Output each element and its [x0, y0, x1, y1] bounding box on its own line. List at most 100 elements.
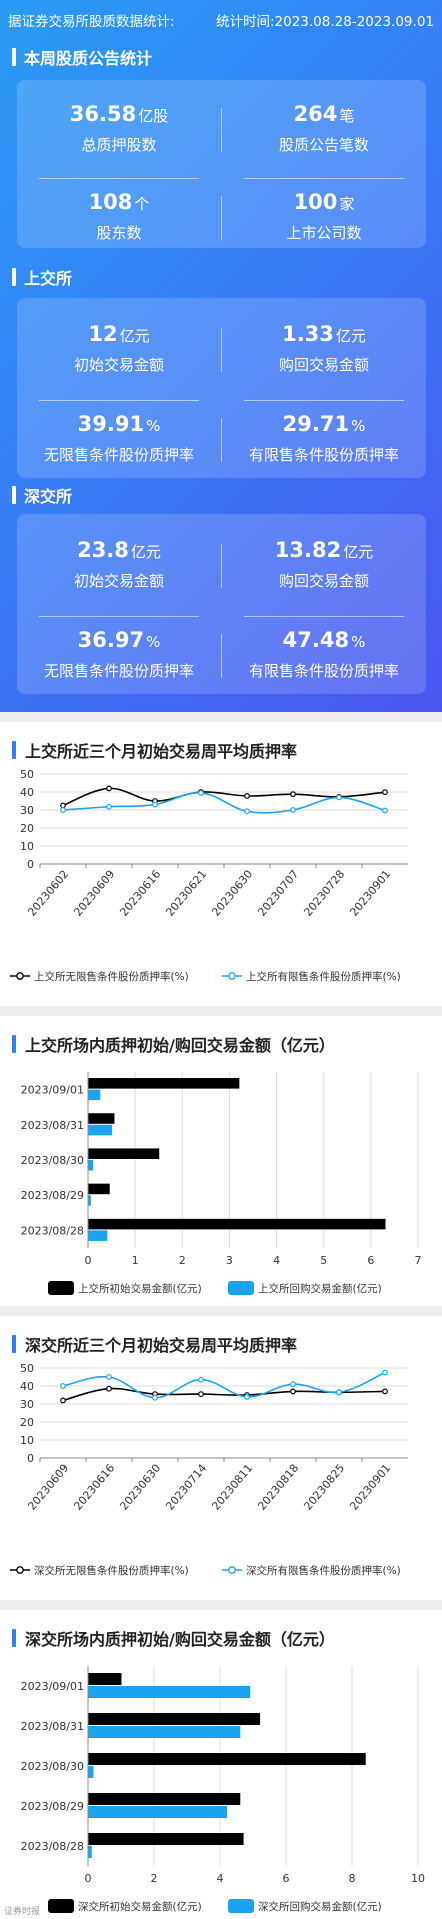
data-point	[382, 1388, 388, 1395]
szse-title-text: 深交所	[24, 487, 73, 506]
data-point	[244, 793, 250, 799]
x-tick-label: 20230630	[117, 1462, 163, 1513]
stat-label: 购回交易金额	[278, 572, 369, 590]
weekly-card: 36.58 亿股 总质押股数 264 笔 股质公告笔数 108 个 股东数 100 家 …	[17, 80, 426, 248]
data-point	[106, 1385, 112, 1392]
bar-repurchase	[88, 1195, 91, 1206]
legend-label: 深交所无限售条件股份质押率(%)	[34, 1564, 189, 1577]
x-tick-label: 0	[85, 1254, 92, 1267]
legend-label: 上交所回购交易金额(亿元)	[258, 1282, 382, 1295]
data-point	[198, 1376, 204, 1383]
data-point	[382, 807, 388, 814]
x-tick-label: 20230714	[163, 1462, 209, 1513]
y-tick-label: 0	[27, 1452, 34, 1465]
stat-label: 有限售条件股份质押率	[248, 446, 399, 464]
chart-title: 上交所场内质押初始/购回交易金额（亿元）	[12, 1032, 335, 1056]
data-point	[198, 1391, 204, 1397]
title-bar	[12, 48, 16, 66]
legend-swatch	[48, 1281, 74, 1295]
y-tick-label: 2023/09/01	[21, 1084, 84, 1097]
vertical-divider	[221, 328, 222, 372]
y-tick-label: 2023/08/30	[21, 1760, 84, 1773]
chart-title-text: 上交所场内质押初始/购回交易金额（亿元）	[25, 1036, 335, 1055]
title-bar	[12, 741, 16, 759]
stat-unit: 笔	[339, 107, 355, 125]
data-point	[290, 1381, 296, 1388]
x-tick-label: 20230609	[25, 1462, 71, 1513]
data-point	[60, 1397, 66, 1404]
x-tick-label: 3	[226, 1254, 233, 1267]
stat-value: 36.58	[69, 102, 137, 126]
series-line-1	[62, 1371, 386, 1399]
x-tick-label: 6	[283, 1872, 290, 1885]
x-tick-label: 2	[151, 1872, 158, 1885]
bar-initial	[88, 1078, 240, 1089]
stat-szse-initial-amount: 23.8 亿元 初始交易金额	[17, 536, 221, 617]
stat-unit: 亿股	[138, 107, 169, 125]
bar-repurchase	[88, 1806, 228, 1818]
weekly-title-text: 本周股质公告统计	[24, 49, 153, 68]
stat-total-shares: 36.58 亿股 总质押股数	[17, 100, 221, 179]
stat-szse-repurchase-amount: 13.82 亿元 购回交易金额	[222, 536, 426, 617]
x-tick-label: 5	[320, 1254, 327, 1267]
x-tick-label: 20230811	[209, 1462, 255, 1513]
data-point	[152, 801, 158, 808]
x-tick-label: 20230630	[209, 868, 255, 919]
vertical-divider	[221, 634, 222, 678]
y-tick-label: 30	[20, 1398, 34, 1411]
x-tick-label: 2	[179, 1254, 186, 1267]
y-tick-label: 2023/08/31	[21, 1119, 84, 1132]
stat-label: 上市公司数	[286, 224, 362, 242]
stat-unit: %	[351, 417, 366, 435]
x-tick-label: 20230616	[71, 1462, 117, 1513]
data-point	[106, 803, 112, 810]
stat-value: 29.71	[282, 412, 350, 436]
legend-marker	[228, 972, 236, 980]
title-bar	[12, 486, 16, 504]
bar-repurchase	[88, 1160, 94, 1171]
legend-label: 深交所回购交易金额(亿元)	[258, 1900, 382, 1913]
legend-swatch	[48, 1899, 74, 1913]
section-gap	[0, 1600, 442, 1610]
stat-value: 1.33	[282, 322, 334, 346]
data-point	[382, 1369, 388, 1376]
summary-panel: 据证券交易所股质数据统计: 统计时间:2023.08.28-2023.09.01…	[0, 0, 442, 712]
stat-label: 股东数	[96, 224, 142, 242]
x-tick-label: 4	[273, 1254, 280, 1267]
bar-initial	[88, 1218, 386, 1230]
x-tick-label: 7	[415, 1254, 422, 1267]
stat-unit: 亿元	[335, 327, 366, 345]
bar-repurchase	[88, 1089, 101, 1101]
chart-title-text: 深交所近三个月初始交易周平均质押率	[25, 1336, 298, 1355]
vertical-divider	[221, 418, 222, 462]
y-tick-label: 2023/08/29	[21, 1800, 84, 1813]
legend-marker	[16, 1566, 24, 1574]
stat-value: 39.91	[77, 412, 145, 436]
stat-label: 无限售条件股份质押率	[43, 446, 194, 464]
series-line-1	[62, 792, 386, 814]
stat-unit: 个	[134, 195, 150, 213]
section-gap	[0, 1006, 442, 1016]
stat-label: 总质押股数	[81, 136, 157, 154]
stat-sse-repurchase-amount: 1.33 亿元 购回交易金额	[222, 320, 426, 401]
vertical-divider	[221, 196, 222, 240]
sse-rate-chart-section: 上交所近三个月初始交易周平均质押率 0 10 20 30 40 50 20230602 202…	[0, 722, 442, 1006]
chart-title-text: 上交所近三个月初始交易周平均质押率	[25, 742, 298, 761]
data-point	[290, 807, 296, 813]
y-tick-label: 2023/08/28	[21, 1840, 84, 1853]
sse-amount-chart-section: 上交所场内质押初始/购回交易金额（亿元） 0 1 2 3 4 5 6 7 2023/09/01 2…	[0, 1016, 442, 1306]
stat-label: 初始交易金额	[73, 356, 164, 374]
weekly-section-title: 本周股质公告统计	[12, 46, 152, 68]
x-tick-label: 1	[132, 1254, 139, 1267]
stat-sse-restricted-rate: 29.71% 有限售条件股份质押率	[222, 410, 426, 466]
chart-title: 深交所场内质押初始/购回交易金额（亿元）	[12, 1626, 335, 1650]
divider	[244, 616, 404, 617]
stat-label: 股质公告笔数	[278, 136, 369, 154]
szse-amount-chart-section: 深交所场内质押初始/购回交易金额（亿元） 0 2 4 6 8 10 2023/09/01 20…	[0, 1610, 442, 1919]
legend-marker	[228, 1566, 236, 1574]
title-bar	[12, 1335, 16, 1353]
stat-value: 47.48	[282, 628, 350, 652]
x-tick-label: 20230616	[117, 868, 163, 919]
bar-repurchase	[88, 1124, 113, 1136]
